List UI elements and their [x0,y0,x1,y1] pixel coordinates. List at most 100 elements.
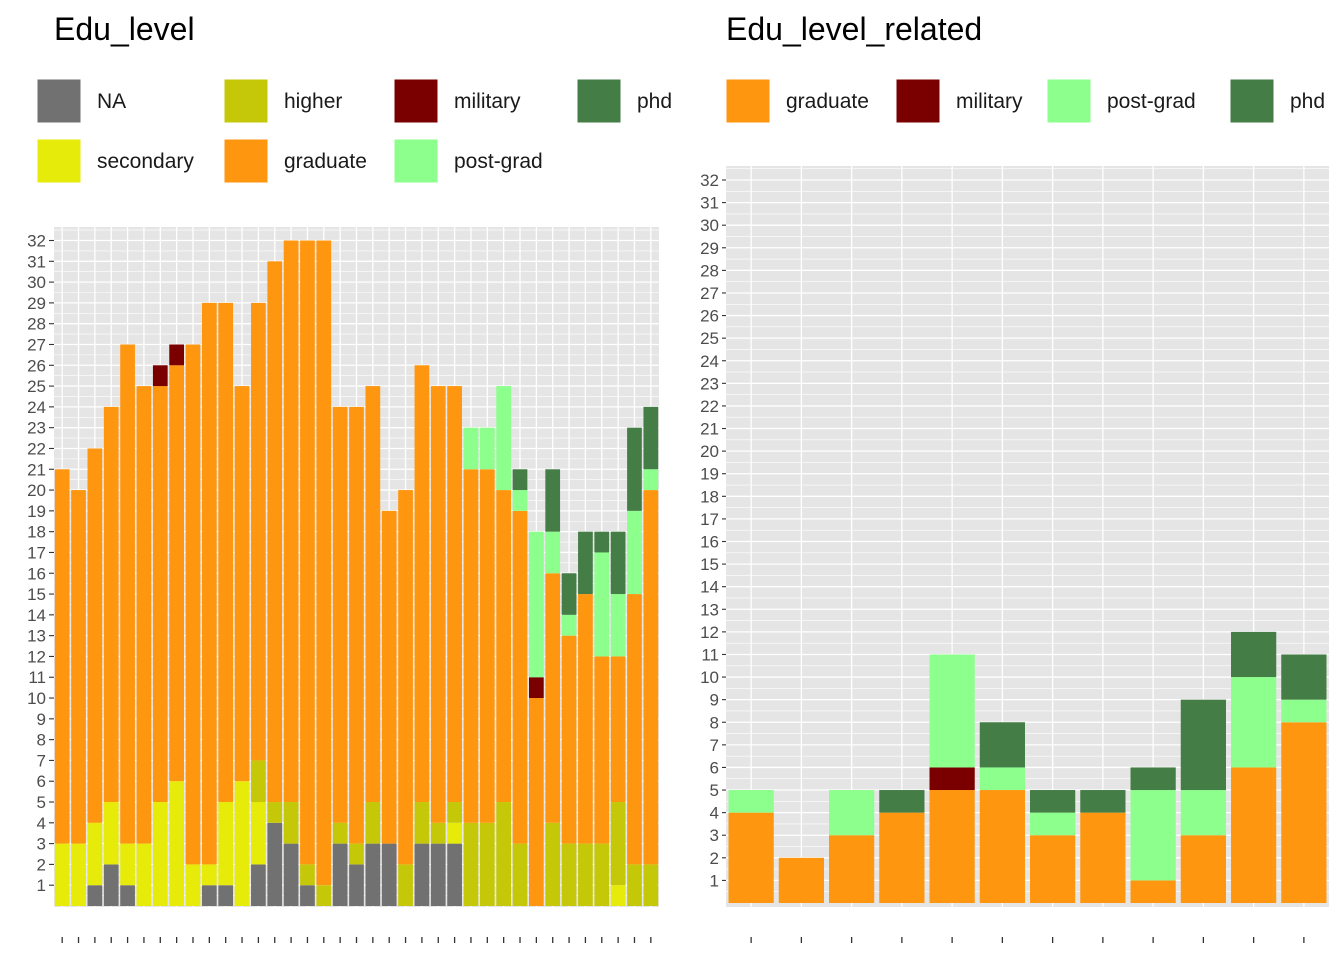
bar-segment-post-grad [529,531,544,678]
legend-label-phd-0: phd [637,90,672,113]
y-tick-label-0: 32 [27,232,46,251]
y-tick-label-0: 8 [37,731,46,750]
bar-segment-phd [1231,631,1277,678]
chart-title-edu-level-related: Edu_level_related [726,11,982,47]
bar-segment-higher [430,822,446,844]
legend-key-phd-0 [576,78,622,124]
legend-label-post-grad-0: post-grad [454,150,543,173]
legend-label-na-0: NA [97,90,126,113]
y-tick-label-1: 27 [700,284,719,303]
y-tick-label-0: 5 [37,793,46,812]
bar-segment-graduate [201,302,217,865]
bar-segment-phd [627,427,642,511]
y-tick-label-1: 8 [710,713,719,732]
bar-segment-secondary [251,802,266,865]
bar-segment-graduate [365,386,381,803]
bar-segment-graduate [627,594,642,865]
bar-segment-graduate [87,448,103,823]
bar-segment-post-grad [1030,812,1076,836]
bar-segment-post-grad [1281,699,1327,723]
bar-segment-graduate [316,240,332,886]
bar-segment-post-grad [643,469,659,491]
legend-key-phd-1 [1229,78,1275,124]
bar-segment-graduate [349,406,364,844]
y-tick-label-0: 3 [37,835,46,854]
bar-segment-phd [643,406,659,470]
bar-segment-higher [267,802,283,823]
bar-segment-graduate [1130,880,1176,903]
bar-segment-na [201,885,217,906]
bar-segment-phd [512,469,528,491]
y-tick-label-0: 19 [27,502,46,521]
bar-segment-na [414,843,430,906]
y-tick-label-1: 18 [700,487,719,506]
bar-segment-na [218,885,234,906]
bar-segment-secondary [610,885,626,906]
bar-segment-graduate [120,344,135,844]
bar-segment-graduate [1030,835,1076,903]
y-tick-label-1: 32 [700,171,719,190]
y-tick-label-1: 6 [710,758,719,777]
panel-background-1 [726,166,1329,907]
bar-segment-graduate [381,510,397,844]
y-tick-label-1: 21 [700,420,719,439]
legend-key-military-0 [393,78,439,124]
bar-segment-graduate [218,302,234,803]
bar-segment-military [529,677,544,699]
bar-segment-graduate [594,656,610,844]
bar-segment-graduate [578,594,593,844]
y-tick-label-0: 15 [27,585,46,604]
y-tick-label-1: 26 [700,307,719,326]
bar-segment-graduate [1231,767,1277,903]
y-tick-label-0: 4 [37,814,46,833]
bar-segment-phd [578,531,593,595]
y-tick-label-1: 17 [700,510,719,529]
legend-key-higher-0 [223,78,269,124]
y-tick-label-0: 1 [37,876,46,895]
bar-segment-higher [610,802,626,886]
bar-segment-higher [283,802,299,844]
bar-segment-higher [251,760,266,803]
legend-label-higher-0: higher [284,90,342,113]
y-tick-label-1: 28 [700,261,719,280]
bar-segment-secondary [103,802,119,865]
legend-key-military-1 [895,78,941,124]
legend-label-post-grad-1: post-grad [1107,90,1196,113]
bar-segment-military [929,767,975,791]
bar-segment-graduate [136,386,152,844]
bar-segment-graduate [1080,812,1126,903]
legend-label-graduate-0: graduate [284,150,367,173]
y-tick-label-0: 28 [27,315,46,334]
y-tick-label-0: 13 [27,627,46,646]
legend-key-graduate-1 [725,78,771,124]
bar-segment-graduate [728,812,774,903]
bar-segment-graduate [234,386,250,782]
legend-key-secondary-0 [36,138,82,184]
bar-segment-graduate [929,790,975,903]
bar-segment-secondary [218,802,234,886]
bar-segment-graduate [332,406,348,823]
bar-segment-post-grad [829,790,875,836]
bar-segment-graduate [512,510,528,844]
bar-segment-secondary [120,843,135,886]
y-tick-label-0: 23 [27,419,46,438]
bar-segment-post-grad [1231,677,1277,768]
bar-segment-phd [1080,790,1126,813]
y-tick-label-0: 14 [27,606,46,625]
y-tick-label-1: 10 [700,668,719,687]
bar-segment-higher [316,885,332,906]
bar-segment-graduate [447,386,462,803]
bar-segment-graduate [1281,722,1327,903]
y-tick-label-1: 12 [700,623,719,642]
bar-segment-graduate [152,386,168,803]
bar-segment-post-grad [1130,790,1176,881]
bar-segment-higher [300,864,315,886]
legend-label-military-0: military [454,90,521,113]
bar-segment-higher [594,843,610,906]
y-tick-label-0: 11 [28,668,46,687]
bar-segment-graduate [251,302,266,761]
bar-segment-graduate [1180,835,1226,903]
y-tick-label-1: 1 [710,871,719,890]
bar-segment-post-grad [728,790,774,813]
bar-segment-secondary [234,781,250,906]
